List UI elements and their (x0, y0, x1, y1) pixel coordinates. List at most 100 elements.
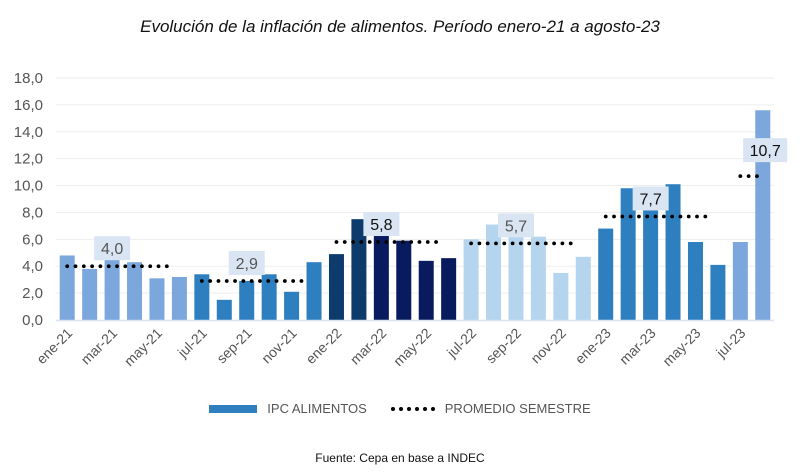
data-label: 4,0 (101, 241, 123, 258)
data-label-box (228, 251, 265, 276)
average-dot (384, 240, 389, 244)
bar-jul-23 (732, 242, 748, 320)
data-label: 2,9 (236, 256, 258, 273)
average-dot (518, 241, 523, 246)
average-dot (620, 214, 625, 219)
average-dot (392, 240, 397, 244)
average-dot (140, 264, 144, 269)
average-dot (81, 264, 86, 269)
x-tick-label: ene-22 (302, 325, 344, 367)
y-axis: 0,0 2,0 4,0 6,0 8,0 10,0 12,0 14,0 16,0 18,0 (14, 70, 43, 329)
average-dot (686, 214, 691, 219)
data-label-box (632, 186, 669, 211)
x-tick-label: nov-21 (258, 325, 300, 367)
x-tick-label: may-21 (121, 325, 165, 369)
average-dot (216, 279, 221, 283)
average-dot (199, 279, 204, 283)
bar-may-21 (149, 278, 165, 320)
average-dot (738, 174, 743, 179)
average-dot (746, 174, 751, 179)
average-dot (266, 279, 271, 283)
average-dot (653, 214, 658, 219)
x-axis: ene-21 mar-21 may-21 jul-21 sep-21 nov-21 ene-… (33, 325, 748, 369)
average-dot (425, 240, 430, 244)
bar-oct-21 (261, 274, 277, 320)
average-dot (661, 214, 666, 219)
average-dot (612, 214, 616, 219)
average-dot (568, 241, 573, 246)
average-dot (156, 264, 161, 269)
average-dot (274, 279, 279, 283)
bar-jul-22 (463, 239, 479, 320)
bar-abr-21 (127, 262, 143, 320)
average-dot (90, 264, 95, 269)
bar-sep-22 (508, 229, 524, 320)
bar-series (59, 110, 771, 321)
average-segment: 5,7 (469, 213, 573, 246)
bar-feb-23 (620, 188, 636, 320)
x-tick-label: mar-21 (78, 325, 121, 368)
average-dot (477, 241, 482, 246)
average-dot (148, 264, 153, 269)
average-dot (552, 241, 556, 246)
average-segment: 5,8 (334, 212, 438, 244)
bar-feb-21 (82, 268, 98, 320)
bar-ago-21 (216, 299, 232, 320)
average-dot (291, 279, 296, 283)
x-tick-label: jul-23 (712, 325, 748, 361)
bar-sep-21 (239, 281, 255, 320)
average-dot (367, 240, 372, 244)
bar-mar-23 (643, 207, 659, 320)
average-dot (123, 264, 128, 269)
x-tick-label: jul-22 (443, 325, 479, 361)
y-tick-label: 18,0 (14, 70, 43, 87)
y-tick-label: 0,0 (22, 312, 43, 329)
data-label-box (498, 213, 535, 238)
average-series: 4,0 2,9 5,8 5,7 7,7 10,7 (65, 138, 788, 283)
bar-jun-22 (441, 258, 457, 320)
average-dot (351, 240, 355, 244)
bar-ago-23 (755, 110, 771, 321)
average-dot (678, 214, 683, 219)
y-tick-label: 16,0 (14, 97, 43, 114)
average-dot (73, 264, 78, 269)
average-dot (224, 279, 229, 283)
average-dot (334, 240, 339, 244)
legend-label-promedio: PROMEDIO SEMESTRE (444, 401, 591, 416)
average-dot (359, 240, 364, 244)
average-dot (106, 264, 111, 269)
average-dot (65, 264, 70, 269)
y-tick-label: 12,0 (14, 151, 43, 168)
x-tick-label: may-22 (390, 325, 434, 369)
y-tick-label: 14,0 (14, 124, 43, 141)
y-tick-label: 4,0 (22, 258, 43, 275)
data-label: 5,8 (370, 217, 392, 234)
source-note: Fuente: Cepa en base a INDEC (315, 451, 485, 465)
x-tick-label: nov-22 (527, 325, 569, 367)
average-dot (249, 279, 254, 283)
average-dot (469, 241, 473, 246)
bar-ene-21 (59, 255, 75, 320)
average-dot (131, 264, 136, 269)
bar-jun-21 (171, 276, 187, 320)
average-dot (258, 279, 262, 283)
data-label-box (743, 138, 788, 163)
y-tick-label: 2,0 (22, 285, 43, 302)
bar-feb-22 (351, 219, 367, 320)
average-dot (628, 214, 633, 219)
legend-swatch-dots (390, 406, 435, 411)
average-dot (494, 241, 498, 246)
bar-nov-21 (284, 291, 300, 320)
average-dot (637, 214, 641, 219)
average-dot (400, 240, 405, 244)
average-segment: 2,9 (199, 251, 304, 283)
bar-dic-22 (575, 256, 591, 320)
x-tick-label: sep-21 (213, 325, 255, 367)
data-label-box (94, 236, 131, 261)
x-tick-label: mar-22 (347, 325, 390, 368)
data-label: 10,7 (750, 143, 781, 160)
bar-oct-22 (530, 236, 546, 320)
data-label-box (363, 212, 400, 237)
average-dot (755, 174, 759, 179)
